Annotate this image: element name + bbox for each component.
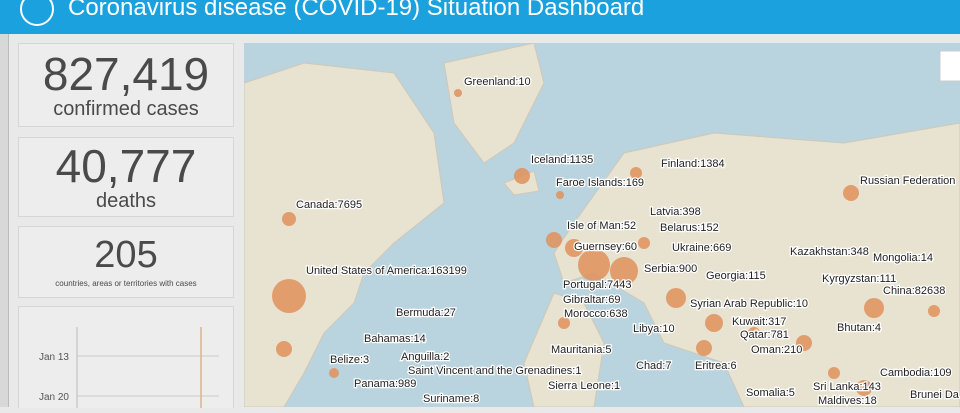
map-label: Anguilla:2	[401, 351, 449, 363]
map-label: Oman:210	[751, 344, 802, 356]
map-label: Bhutan:4	[837, 322, 881, 334]
countries-card: 205 countries, areas or territories with…	[18, 226, 234, 298]
map-label: Bahamas:14	[364, 333, 426, 345]
map-label: Saint Vincent and the Grenadines:1	[408, 365, 581, 377]
map-label: Georgia:115	[706, 270, 766, 282]
confirmed-card: 827,419 confirmed cases	[18, 43, 234, 127]
axis-label: Jan 20	[39, 392, 69, 403]
case-circles	[272, 89, 940, 396]
map-label: Canada:7695	[296, 199, 362, 211]
card-value: 205	[94, 234, 158, 276]
map-label: Libya:10	[633, 323, 675, 335]
side-strip	[0, 34, 9, 407]
map-label: Suriname:8	[423, 393, 479, 405]
map-label: Mongolia:14	[873, 252, 933, 264]
axis-label: Jan 13	[39, 352, 69, 363]
map-label: Eritrea:6	[695, 360, 737, 372]
map-label: Greenland:10	[464, 76, 531, 88]
map-label: Ukraine:669	[672, 242, 731, 254]
map-label: Gibraltar:69	[563, 294, 620, 306]
map-label: Serbia:900	[644, 263, 697, 275]
map-label: Mauritania:5	[551, 344, 612, 356]
map-label: Belarus:152	[660, 222, 719, 234]
map-label: Iceland:1135	[531, 154, 593, 166]
map-label: Sri Lanka:143	[813, 381, 881, 393]
map-label: Faroe Islands:169	[556, 177, 644, 189]
card-value: 827,419	[42, 48, 210, 100]
timeline-card: Jan 13 Jan 20	[18, 306, 234, 408]
map-label: Bermuda:27	[396, 307, 456, 319]
map-label: Isle of Man:52	[567, 220, 636, 232]
timeline: Jan 13 Jan 20	[39, 327, 219, 408]
map-label: United States of America:163199	[306, 265, 467, 277]
map-label: Russian Federation	[860, 175, 955, 187]
map-label: Brunei Da	[910, 389, 960, 401]
logo	[20, 0, 54, 26]
map-label: Syrian Arab Republic:10	[690, 298, 808, 310]
map-label: Belize:3	[330, 354, 369, 366]
map-label: Portugal:7443	[563, 279, 632, 291]
card-value: 40,777	[55, 140, 197, 192]
map-label: Qatar:781	[740, 329, 789, 341]
map-label: Maldives:18	[818, 395, 877, 407]
map-label: Cambodia:109	[880, 367, 952, 379]
map-label: Panama:989	[354, 378, 416, 390]
map: Greenland:10 Iceland:1135 Finland:1384 Faro…	[244, 43, 960, 407]
card-label: countries, areas or territories with cas…	[55, 279, 197, 288]
map-label: Chad:7	[636, 360, 671, 372]
title: Coronavirus disease (COVID-19) Situation…	[68, 0, 645, 21]
deaths-card: 40,777 deaths	[18, 137, 234, 217]
map-label: Kazakhstan:348	[790, 246, 869, 258]
card-label: deaths	[95, 190, 157, 212]
map-label: Kuwait:317	[732, 316, 786, 328]
map-label: Guernsey:60	[574, 241, 637, 253]
card-label: confirmed cases	[53, 98, 199, 120]
map-label: Kyrgyzstan:111	[822, 273, 896, 285]
map-label: Sierra Leone:1	[548, 380, 620, 392]
header: Coronavirus disease (COVID-19) Situation…	[0, 0, 960, 34]
map-label: Latvia:398	[650, 206, 701, 218]
map-label: Finland:1384	[661, 158, 725, 170]
map-labels: Greenland:10 Iceland:1135 Finland:1384 Faro…	[295, 75, 960, 407]
legend-button[interactable]	[939, 50, 960, 82]
map-label: Somalia:5	[746, 387, 795, 399]
map-label: China:82638	[883, 285, 945, 297]
map-label: Morocco:638	[564, 308, 628, 320]
